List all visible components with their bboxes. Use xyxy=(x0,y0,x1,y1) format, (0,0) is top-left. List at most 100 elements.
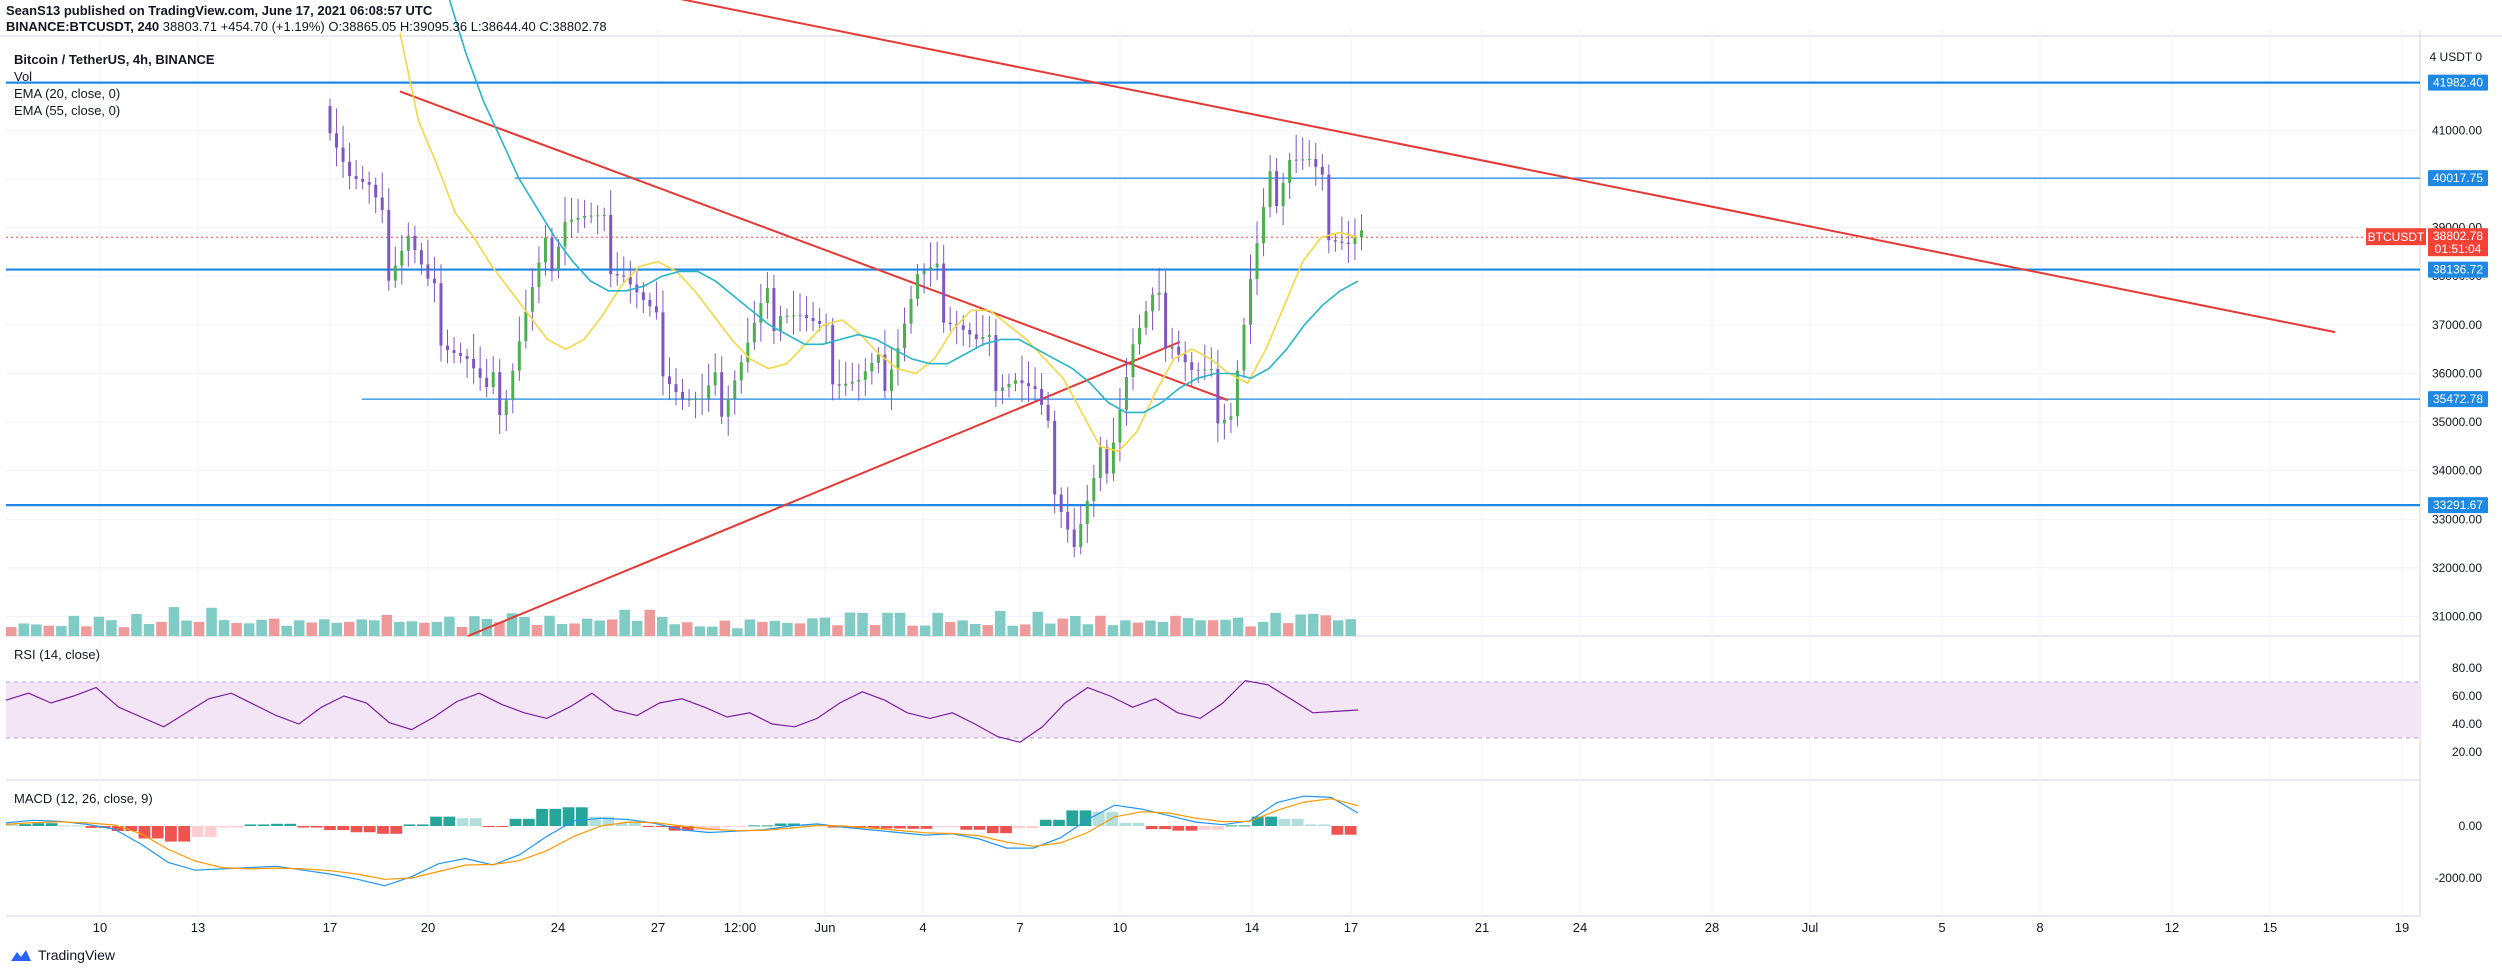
candle-body xyxy=(517,341,521,371)
volume-bar xyxy=(18,623,30,636)
time-tick-label: 20 xyxy=(421,920,435,935)
price-tick-label: 33000.00 xyxy=(2432,512,2482,526)
macd-histogram-bar xyxy=(748,825,761,827)
volume-bar xyxy=(181,620,192,636)
time-tick-label: 8 xyxy=(2036,920,2043,935)
time-tick-label: 13 xyxy=(191,920,205,935)
macd-histogram-bar xyxy=(231,826,244,828)
candle-body xyxy=(994,335,998,391)
candle-body xyxy=(1092,477,1096,502)
candle-body xyxy=(1118,409,1122,443)
candle-body xyxy=(1275,171,1279,207)
price-tick-label: 31000.00 xyxy=(2432,610,2482,624)
legend-ema20: EMA (20, close, 0) xyxy=(14,86,121,101)
volume-bar xyxy=(456,626,468,636)
signal-line xyxy=(5,798,1359,880)
time-tick-label: 28 xyxy=(1705,920,1719,935)
candle-body xyxy=(354,176,358,179)
candle-body xyxy=(1053,420,1057,495)
candle-body xyxy=(478,368,482,378)
candle-body xyxy=(883,354,887,391)
candle-body xyxy=(700,398,704,400)
level-price-text: 33291.67 xyxy=(2433,498,2483,512)
macd-histogram-bar xyxy=(19,824,32,826)
volume-bar xyxy=(1120,620,1131,636)
macd-histogram-bar xyxy=(575,807,588,826)
volume-bar xyxy=(1232,617,1244,636)
level-price-text: 38136.72 xyxy=(2433,263,2483,277)
trend-lines[interactable] xyxy=(399,0,2336,637)
volume-bar xyxy=(556,624,568,636)
volume-bar xyxy=(957,620,968,636)
horizontal-levels[interactable] xyxy=(6,81,2420,507)
volume-bar xyxy=(719,620,731,636)
time-axis[interactable]: 10 13 17 20 24 27 12:00 Jun 4 7 10 14 17 21 24 28 Jul 5 8 1… xyxy=(93,920,2409,935)
volume-bar xyxy=(494,622,505,636)
symbol-tag-text: BTCUSDT xyxy=(2368,230,2425,244)
macd-histogram-bar xyxy=(416,824,429,826)
candle-body xyxy=(406,235,410,251)
volume-bar xyxy=(669,624,680,636)
candle-body xyxy=(746,342,750,363)
volume-bar xyxy=(1257,621,1269,636)
candle-body xyxy=(759,302,763,323)
candle-body xyxy=(707,385,711,399)
candle-body xyxy=(844,383,848,386)
candle-body xyxy=(1027,383,1031,387)
candle-body xyxy=(792,315,796,317)
candle-body xyxy=(1007,383,1011,388)
candle-body xyxy=(1216,369,1220,424)
candle-body xyxy=(648,300,652,307)
change-value: +454.70 (+1.19%) xyxy=(220,19,325,34)
candle-body xyxy=(583,215,587,218)
volume-bar xyxy=(907,625,918,636)
main-legend: Bitcoin / TetherUS, 4h, BINANCE Vol EMA … xyxy=(14,51,215,119)
volume-bar xyxy=(807,618,818,636)
macd-histogram-bar xyxy=(509,818,522,826)
countdown-text: 01:51:04 xyxy=(2435,242,2482,256)
candle-body xyxy=(1059,494,1063,513)
candle-body xyxy=(889,369,893,391)
candle-body xyxy=(1040,389,1044,405)
rsi-legend: RSI (14, close) xyxy=(14,646,100,663)
volume-bar xyxy=(56,626,67,636)
candle-body xyxy=(922,270,926,275)
volume-bar xyxy=(1195,620,1206,636)
candle-body xyxy=(1196,369,1200,371)
macd-histogram-bar xyxy=(536,808,548,826)
candle-body xyxy=(563,221,567,247)
price-axis[interactable]: 41000.0040000.0039000.0038000.0037000.00… xyxy=(2366,50,2488,885)
volume-bar xyxy=(732,628,743,636)
volume-bar xyxy=(531,624,543,636)
candle-body xyxy=(681,391,685,400)
volume-bar xyxy=(606,619,618,636)
macd-histogram-bar xyxy=(310,826,323,828)
candle-body xyxy=(720,372,724,417)
candle-body xyxy=(667,376,671,385)
candle-body xyxy=(876,354,880,363)
macd-histogram-bar xyxy=(947,826,959,827)
brand-footer[interactable]: TradingView xyxy=(10,947,115,963)
candle-body xyxy=(341,147,345,162)
macd-histogram-bar xyxy=(271,823,283,826)
volume-bar xyxy=(594,620,605,636)
candle-body xyxy=(380,197,384,211)
ema55-line xyxy=(448,0,1359,414)
volume-bar xyxy=(932,612,943,636)
macd-histogram-bar xyxy=(218,826,230,828)
macd-histogram-bar xyxy=(1092,811,1105,826)
volume-bar xyxy=(231,622,242,636)
candle-body xyxy=(968,329,972,335)
macd-histogram-bar xyxy=(496,826,509,827)
volume-bar xyxy=(631,620,643,636)
candle-body xyxy=(1079,524,1083,548)
volume-bar xyxy=(544,615,555,636)
macd-histogram-bar xyxy=(1013,826,1026,829)
macd-histogram-bar xyxy=(549,808,562,826)
candle-body xyxy=(426,264,430,279)
macd-histogram-bar xyxy=(602,816,615,826)
symbol-label: BINANCE:BTCUSDT, 240 xyxy=(6,19,160,34)
candle-body xyxy=(1320,166,1324,175)
macd-histogram-bar xyxy=(125,826,138,831)
last-price-text: 38802.78 xyxy=(2433,229,2483,243)
